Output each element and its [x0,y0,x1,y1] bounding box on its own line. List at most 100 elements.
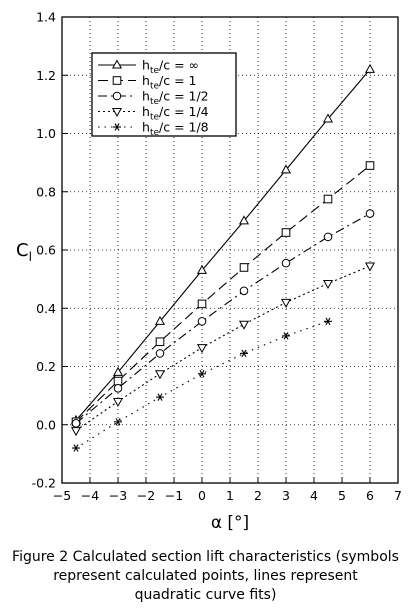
y-axis-label-sub: l [29,250,32,264]
marker-circle [155,349,165,358]
marker-circle [197,317,207,326]
legend-entry-4: hte/c = 1/4 [98,104,209,123]
marker-circle [112,91,122,101]
series-line [75,165,371,423]
y-tick-label: 1.2 [36,68,56,83]
x-tick-label: 3 [282,488,290,503]
legend-label-rest: /c = 1/8 [159,120,209,135]
marker-triangle-up [112,366,124,376]
legend-label: hte/c = 1 [142,73,196,92]
x-tick-label: −3 [109,488,127,503]
legend-label: hte/c = ∞ [142,58,199,77]
marker-square [323,194,333,204]
x-tick-label: 6 [366,488,374,503]
marker-circle [281,258,291,268]
legend-label-main: h [142,104,150,119]
caption-line-3: quadratic curve fits) [134,587,277,603]
y-tick-label: 0.6 [36,243,56,258]
marker-square [113,376,123,386]
series-5 [72,317,332,452]
marker-triangle-down [238,320,250,330]
y-tick-label: 0.2 [36,359,56,374]
x-tick-label: 0 [198,488,206,503]
x-axis-ticks: −5 −4 −3 −2 −1 0 1 2 3 4 5 6 7 [53,477,402,503]
legend-label: hte/c = 1/8 [142,120,209,139]
marker-asterisk-stroke [325,317,331,326]
y-tick-label: 0.4 [36,301,56,316]
legend-label-rest: /c = ∞ [159,58,199,73]
marker-circle [323,232,333,242]
marker-asterisk-stroke [241,349,247,358]
marker-triangle-up [364,63,376,73]
marker-asterisk [282,332,290,340]
marker-asterisk [113,123,121,131]
x-axis-label: α [°] [211,513,249,533]
legend-entry-1: hte/c = ∞ [98,58,199,77]
x-tick-label: 7 [394,488,402,503]
figure-caption: Figure 2 Calculated section lift charact… [0,548,411,605]
marker-triangle-down [112,397,124,407]
marker-triangle-down [196,344,208,354]
y-axis-label: Cl [16,240,32,264]
y-tick-label: 0.8 [36,184,56,199]
legend-label: hte/c = 1/4 [142,104,209,123]
marker-triangle-down [280,298,292,308]
series-1 [70,63,376,424]
series-4 [70,262,376,437]
legend-label-sub: te [150,66,160,76]
x-tick-label: 4 [310,488,318,503]
legend-label-rest: /c = 1/2 [159,89,209,104]
series-3 [71,209,375,428]
marker-square [281,228,291,237]
marker-triangle-down [70,427,82,437]
legend-label-rest: /c = 1 [159,73,196,88]
marker-asterisk [240,349,248,358]
legend-label-rest: /c = 1/4 [159,104,209,119]
marker-triangle-up [322,113,334,123]
marker-square [365,161,375,170]
marker-asterisk-stroke [157,393,163,401]
legend-entry-2: hte/c = 1 [98,73,196,92]
marker-triangle-down [364,262,376,272]
marker-circle [113,384,123,393]
marker-square [197,299,207,309]
x-tick-label: 5 [338,488,346,503]
marker-square [239,263,249,272]
caption-line-1: Figure 2 Calculated section lift charact… [12,549,399,565]
marker-circle [365,209,375,218]
series-layer [70,63,376,452]
x-tick-label: −5 [53,488,71,503]
series-line [75,69,371,421]
x-tick-label: 1 [226,488,234,503]
legend-label-main: h [142,89,150,104]
legend-label-main: h [142,73,150,88]
marker-asterisk [156,393,164,401]
y-tick-label: 1.0 [36,126,56,141]
series-line [75,213,371,424]
y-axis-label-main: C [16,240,29,261]
marker-triangle-up [280,164,292,174]
legend-label-main: h [142,58,150,73]
marker-triangle-down [322,279,334,290]
x-tick-label: −1 [165,488,183,503]
marker-asterisk-stroke [283,332,289,340]
marker-triangle-down [154,370,166,380]
legend-label-sub: te [150,128,160,138]
marker-asterisk-stroke [73,444,79,452]
legend-entry-5: hte/c = 1/8 [98,120,209,139]
x-tick-label: −4 [81,488,99,503]
marker-triangle-up [111,59,123,69]
marker-asterisk [114,418,122,426]
marker-asterisk-stroke [199,370,205,378]
marker-circle [71,418,81,428]
legend-label-main: h [142,120,150,135]
legend-label-sub: te [150,113,160,123]
marker-square [112,76,122,85]
series-line [75,265,371,432]
marker-triangle-up [238,215,250,225]
legend-label-sub: te [150,82,160,92]
legend-label: hte/c = 1/2 [142,89,209,108]
marker-asterisk [72,444,80,452]
legend-entry-3: hte/c = 1/2 [98,89,209,108]
